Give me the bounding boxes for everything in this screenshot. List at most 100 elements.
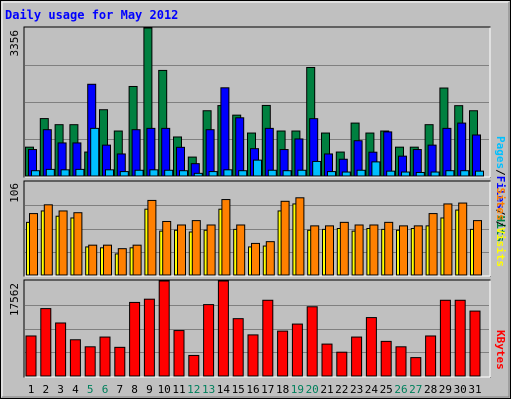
sites-bar-30 xyxy=(458,202,468,276)
sites-bar-28 xyxy=(428,213,438,276)
sites-bar-7 xyxy=(117,248,127,276)
pages-bar-3 xyxy=(60,169,70,177)
sites-bar-8 xyxy=(132,244,142,276)
pages-bar-29 xyxy=(445,170,455,177)
day-label-24: 24 xyxy=(365,383,379,396)
pages-bar-31 xyxy=(475,170,484,177)
pages-bar-10 xyxy=(164,169,174,177)
files-bar-14 xyxy=(220,87,230,177)
sites-bar-1 xyxy=(29,213,38,276)
hits-panel-legend: Pages/Files/Hits xyxy=(494,136,507,242)
day-label-18: 18 xyxy=(276,383,289,396)
hits-ymax-label: 3356 xyxy=(8,30,21,57)
sites-bar-9 xyxy=(147,199,157,276)
kbytes-bar-21 xyxy=(321,343,333,377)
sites-bar-17 xyxy=(265,241,275,276)
day-label-28: 28 xyxy=(424,383,437,396)
chart-title: Daily usage for May 2012 xyxy=(5,8,178,22)
files-bar-25 xyxy=(383,131,393,177)
legend-sep-1: / xyxy=(494,169,507,176)
day-label-11: 11 xyxy=(172,383,185,396)
pages-bar-12 xyxy=(193,172,203,177)
files-bar-30 xyxy=(457,122,467,177)
pages-bar-8 xyxy=(134,169,144,177)
day-label-6: 6 xyxy=(102,383,109,396)
frame-shadow xyxy=(2,2,510,398)
files-bar-28 xyxy=(427,144,437,177)
day-label-23: 23 xyxy=(350,383,363,396)
sites-panel-legend: Sites/Visits xyxy=(494,188,507,268)
kbytes-bar-4 xyxy=(69,339,81,377)
day-label-4: 4 xyxy=(72,383,79,396)
sites-bar-19 xyxy=(295,197,305,276)
legend-sep-3: / xyxy=(494,221,507,228)
kbytes-bar-24 xyxy=(365,317,377,377)
kbytes-bar-6 xyxy=(99,336,111,377)
sites-bar-22 xyxy=(339,221,349,276)
kbytes-bar-9 xyxy=(143,298,155,377)
pages-bar-7 xyxy=(119,171,129,177)
sites-bar-25 xyxy=(384,221,394,276)
frame-highlight xyxy=(1,1,509,397)
kbytes-bar-22 xyxy=(336,351,348,377)
pages-bar-26 xyxy=(401,171,410,177)
day-label-2: 2 xyxy=(42,383,49,396)
day-label-20: 20 xyxy=(306,383,319,396)
pages-bar-23 xyxy=(356,169,366,177)
files-bar-8 xyxy=(131,129,141,177)
kbytes-bar-8 xyxy=(129,301,141,377)
sites-bar-13 xyxy=(206,224,216,276)
pages-bar-21 xyxy=(327,171,336,177)
sites-bar-3 xyxy=(58,210,68,276)
kbytes-bar-2 xyxy=(40,308,52,377)
kbytes-bar-25 xyxy=(380,340,392,377)
sites-bar-23 xyxy=(354,224,364,276)
sites-bar-18 xyxy=(280,200,290,276)
day-label-14: 14 xyxy=(217,383,231,396)
legend-hits: Hits xyxy=(494,216,507,243)
kbytes-bar-30 xyxy=(454,299,466,377)
pages-bar-13 xyxy=(208,171,218,177)
files-bar-29 xyxy=(442,127,452,177)
panel-frames xyxy=(23,26,491,378)
legend-visits: Visits xyxy=(494,227,507,267)
day-label-26: 26 xyxy=(394,383,407,396)
day-label-27: 27 xyxy=(409,383,422,396)
legend-sep-2: / xyxy=(494,209,507,216)
kbytes-bar-10 xyxy=(158,280,170,377)
files-bar-17 xyxy=(264,127,274,177)
sites-bar-26 xyxy=(399,225,408,276)
sites-bar-24 xyxy=(369,224,379,276)
sites-bar-2 xyxy=(43,204,53,276)
kbytes-ymax-label: 17562 xyxy=(8,283,21,316)
pages-bar-19 xyxy=(297,169,307,177)
day-labels: 1 2 3 4 5 6 7 8 9 10 11 12 13 14 15 16 17 18 19 20 21 22 23 24 2… xyxy=(28,383,482,396)
sites-bar-10 xyxy=(162,220,172,276)
day-label-25: 25 xyxy=(380,383,393,396)
kbytes-bar-26 xyxy=(395,346,407,377)
pages-bar-11 xyxy=(179,170,188,177)
kbytes-panel-legend: KBytes xyxy=(494,330,507,370)
pages-bar-1 xyxy=(31,170,40,177)
sites-bar-12 xyxy=(191,220,201,276)
day-label-19: 19 xyxy=(291,383,304,396)
pages-bar-14 xyxy=(223,169,233,177)
day-label-22: 22 xyxy=(335,383,348,396)
day-label-5: 5 xyxy=(87,383,94,396)
bars xyxy=(25,27,484,377)
kbytes-bar-19 xyxy=(291,323,303,377)
pages-bar-4 xyxy=(75,168,85,177)
sites-bar-14 xyxy=(221,199,231,276)
day-label-9: 9 xyxy=(146,383,153,396)
day-label-13: 13 xyxy=(202,383,215,396)
kbytes-bar-11 xyxy=(173,330,185,377)
day-label-8: 8 xyxy=(131,383,138,396)
day-label-17: 17 xyxy=(261,383,274,396)
sites-bar-31 xyxy=(473,220,482,276)
pages-bar-6 xyxy=(105,169,114,177)
kbytes-bar-1 xyxy=(25,335,37,377)
day-label-29: 29 xyxy=(439,383,452,396)
kbytes-bar-15 xyxy=(232,318,244,377)
